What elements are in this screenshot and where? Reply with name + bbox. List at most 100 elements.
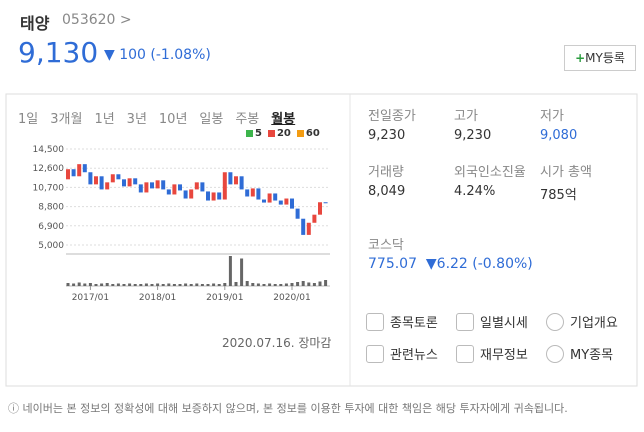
candle-body <box>155 180 160 189</box>
candle-body <box>105 182 110 190</box>
volume-bar <box>105 283 109 286</box>
y-tick-label: 12,600 <box>33 164 65 174</box>
stat-value: 4.24% <box>454 184 496 199</box>
volume-bar <box>88 283 92 286</box>
stock-code: 053620 > <box>62 12 132 28</box>
candle-body <box>88 172 93 185</box>
candle-body <box>256 188 261 200</box>
candle-body <box>194 182 199 190</box>
link-icon <box>456 344 474 363</box>
link[interactable]: MY종목 <box>546 344 613 363</box>
tab[interactable]: 3개월 <box>50 112 83 127</box>
candle-body <box>71 169 76 177</box>
candle-body <box>273 193 278 201</box>
legend-swatch <box>267 130 275 137</box>
volume-bar <box>318 281 322 286</box>
volume-bar <box>161 284 165 286</box>
stat-value: 9,080 <box>540 128 578 143</box>
tab[interactable]: 1일 <box>18 112 39 127</box>
y-tick-label: 14,500 <box>33 145 65 155</box>
link-label: 종목토론 <box>390 316 438 331</box>
volume-bar <box>307 282 311 286</box>
stat-label: 시가 총액 <box>540 165 592 180</box>
candle-body <box>110 174 115 183</box>
link-icon <box>546 344 564 363</box>
index: 775.07 ▼6.22 (-0.80%) <box>368 256 533 272</box>
candle-body <box>222 172 227 200</box>
volume-bar <box>139 284 143 286</box>
legend-item: 20 <box>267 128 291 139</box>
candle-body <box>77 164 82 177</box>
stat-value: 9,230 <box>368 128 406 143</box>
y-tick-label: 5,000 <box>38 241 64 251</box>
change-value: 100 <box>119 47 146 63</box>
volume-bar <box>324 280 328 286</box>
tab[interactable]: 10년 <box>158 112 188 127</box>
date: 2020.07.16. 장마감 <box>222 336 332 350</box>
legend-item: 5 <box>246 128 262 139</box>
candle-body <box>245 189 250 197</box>
stat: 외국인소진율 4.24% <box>454 164 532 199</box>
tab[interactable]: 1년 <box>94 112 115 127</box>
stat-label: 외국인소진율 <box>454 165 526 180</box>
volume-bar <box>234 282 238 286</box>
link-icon <box>456 312 474 331</box>
candle-body <box>138 184 143 193</box>
stat-label: 저가 <box>540 109 564 124</box>
volume-bar <box>245 281 249 286</box>
x-tick-label: 2019/01 <box>206 293 243 303</box>
link[interactable]: 일별시세 <box>456 312 528 331</box>
volume-bar <box>228 256 232 286</box>
candle-body <box>312 214 317 223</box>
volume-bar <box>189 284 193 286</box>
volume-bar <box>268 283 272 286</box>
candle-body <box>116 174 121 180</box>
x-tick-label: 2020/01 <box>273 293 310 303</box>
tab[interactable]: 월봉 <box>271 112 296 127</box>
volume-bar <box>66 283 70 286</box>
volume-bar <box>167 283 171 286</box>
candle-body <box>94 176 98 185</box>
x-tick-label: 2018/01 <box>139 293 176 303</box>
candle-body <box>290 198 294 209</box>
volume-bar <box>284 283 288 286</box>
link[interactable]: 기업개요 <box>546 312 618 331</box>
stock-name[interactable]: 태양 <box>20 14 50 33</box>
candle-body <box>250 188 255 197</box>
stat: 전일종가 9,230 <box>368 108 446 143</box>
tab[interactable]: 3년 <box>126 112 147 127</box>
volume-bar <box>83 283 87 286</box>
my-button[interactable]: +MY등록 <box>564 45 636 71</box>
candle-body <box>239 176 244 190</box>
volume-bar <box>178 284 182 286</box>
volume-bar <box>223 283 227 286</box>
link-label: 기업개요 <box>570 316 618 331</box>
link-icon <box>366 312 384 331</box>
candle-body <box>144 182 149 193</box>
link[interactable]: 종목토론 <box>366 312 438 331</box>
link-label: 일별시세 <box>480 316 528 331</box>
candle-body <box>211 192 216 201</box>
volume-bar <box>72 283 76 286</box>
stat-label: 고가 <box>454 109 478 124</box>
candle-body <box>183 190 188 199</box>
volume-bar <box>150 284 154 286</box>
candle-body <box>278 200 283 205</box>
candle-body <box>172 184 177 195</box>
stat: 저가 9,080 <box>540 108 618 143</box>
tab[interactable]: 일봉 <box>199 112 224 127</box>
volume-bar <box>212 283 216 286</box>
legend-item: 60 <box>296 128 320 139</box>
change-pct: (-1.08%) <box>150 47 211 63</box>
tab[interactable]: 주봉 <box>235 112 260 127</box>
candle-body <box>189 189 194 199</box>
link[interactable]: 관련뉴스 <box>366 344 438 363</box>
candle-body <box>318 202 322 215</box>
period-tabs: 1일 3개월 1년 3년 10년 일봉 주봉 월봉 <box>18 108 295 127</box>
volume-bar <box>200 284 204 286</box>
candle-body <box>122 179 126 187</box>
volume-bar <box>94 284 98 286</box>
link[interactable]: 재무정보 <box>456 344 528 363</box>
candle-body <box>133 178 138 185</box>
